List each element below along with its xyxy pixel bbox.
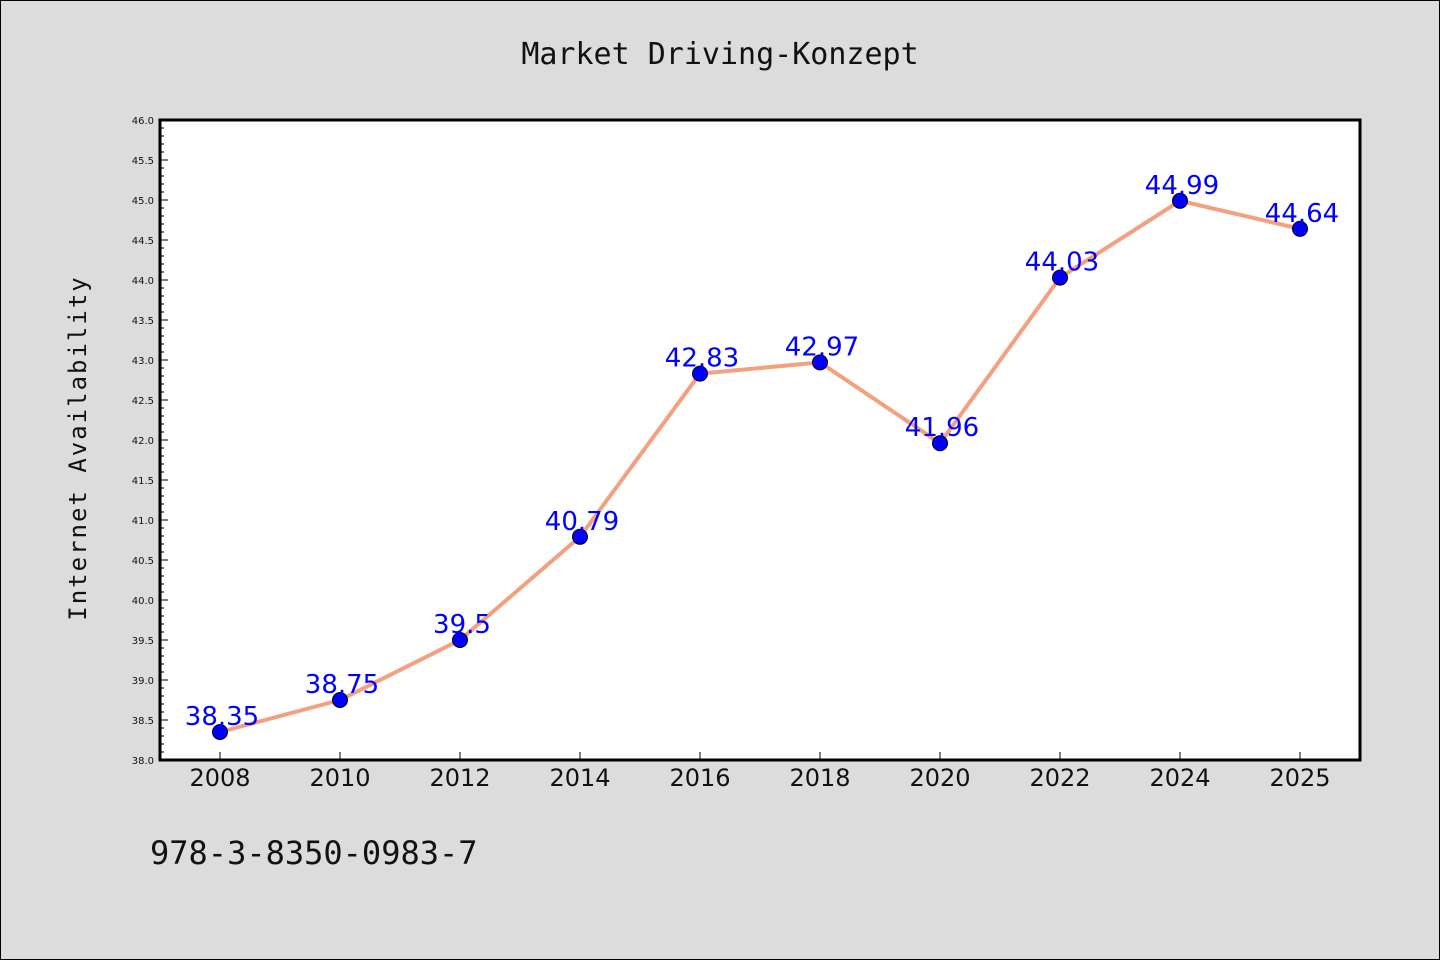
data-label: 38.75 <box>305 670 379 700</box>
data-label: 42.97 <box>785 332 859 362</box>
x-tick-label: 2024 <box>1149 764 1210 792</box>
data-label: 40.79 <box>545 507 619 537</box>
data-label: 44.03 <box>1025 248 1099 278</box>
y-tick-label: 44.0 <box>132 276 154 287</box>
plot-area <box>160 120 1360 760</box>
data-point <box>1052 269 1068 286</box>
y-axis-label: Internet Availability <box>64 275 92 620</box>
x-tick-label: 2018 <box>789 764 850 792</box>
data-labels: 38.35 38.75 39.5 40.79 42.83 42.97 41.96 44.03 4… <box>185 171 1339 732</box>
data-point <box>1292 220 1308 237</box>
y-tick-label: 41.5 <box>132 476 154 487</box>
data-label: 42.83 <box>665 344 739 374</box>
data-point <box>1172 192 1188 209</box>
data-label: 44.64 <box>1265 199 1339 229</box>
data-point <box>812 354 828 371</box>
y-tick-label: 42.0 <box>132 436 154 447</box>
y-tick-label: 45.0 <box>132 196 154 207</box>
y-tick-label: 42.5 <box>132 396 154 407</box>
data-label: 39.5 <box>433 610 491 640</box>
x-axis: 2008 2010 2012 2014 2016 2018 2020 2022 2024 2025 <box>189 752 1331 792</box>
y-tick-label: 40.0 <box>132 596 154 607</box>
chart-title: Market Driving-Konzept <box>521 37 918 72</box>
data-point <box>332 692 348 708</box>
x-tick-label: 2012 <box>429 764 490 792</box>
y-tick-label: 46.0 <box>132 116 154 127</box>
x-tick-label: 2014 <box>549 764 610 792</box>
footer-isbn: 978-3-8350-0983-7 <box>150 834 478 872</box>
y-tick-label: 43.0 <box>132 356 154 367</box>
data-points <box>212 192 1308 740</box>
y-tick-label: 38.0 <box>132 756 154 767</box>
y-tick-label: 39.5 <box>132 636 154 647</box>
plot-border <box>158 118 1362 762</box>
y-axis: 38.0 38.5 39.0 39.5 40.0 40.5 41.0 41.5 42.0 42.5… <box>132 116 168 767</box>
data-label: 44.99 <box>1145 171 1219 201</box>
y-tick-label: 45.5 <box>132 156 154 167</box>
data-point <box>692 365 708 382</box>
data-point <box>212 724 228 740</box>
data-point <box>932 435 948 452</box>
y-tick-label: 40.5 <box>132 556 154 567</box>
y-tick-label: 39.0 <box>132 676 154 687</box>
data-label: 38.35 <box>185 702 259 732</box>
data-point <box>572 528 588 545</box>
data-point <box>452 632 468 648</box>
x-tick-label: 2016 <box>669 764 730 792</box>
x-tick-label: 2008 <box>189 764 250 792</box>
y-tick-label: 38.5 <box>132 716 154 727</box>
y-tick-label: 44.5 <box>132 236 154 247</box>
y-tick-label: 43.5 <box>132 316 154 327</box>
y-tick-label: 41.0 <box>132 516 154 527</box>
x-tick-label: 2020 <box>909 764 970 792</box>
data-label: 41.96 <box>905 413 979 443</box>
x-tick-label: 2022 <box>1029 764 1090 792</box>
x-tick-label: 2025 <box>1269 764 1330 792</box>
series-line <box>219 198 1301 734</box>
x-tick-label: 2010 <box>309 764 370 792</box>
